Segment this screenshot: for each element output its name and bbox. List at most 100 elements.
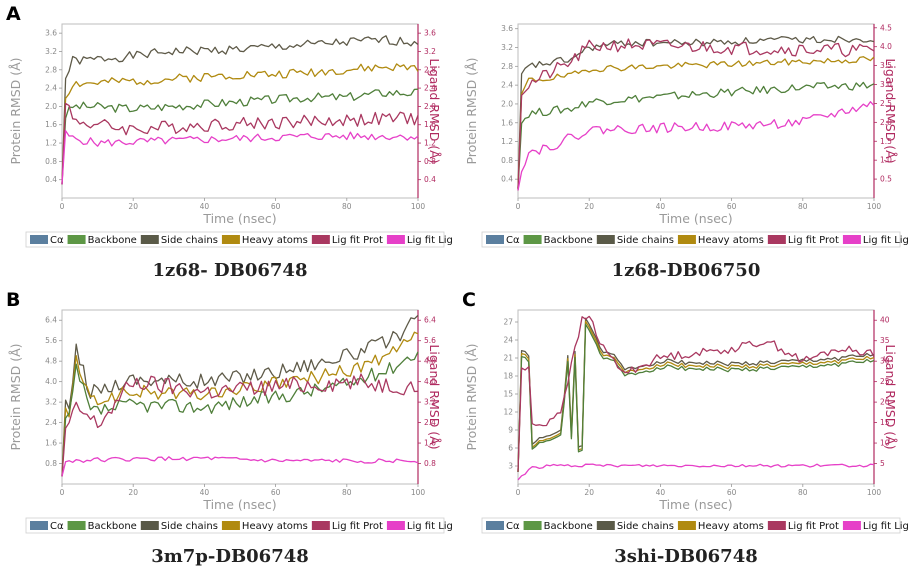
y-tick-label: 0.4 — [45, 175, 57, 184]
x-tick-label: 80 — [798, 488, 808, 497]
series-line-backbone — [517, 81, 875, 189]
panel-label: C — [462, 289, 476, 311]
x-tick-label: 20 — [584, 202, 594, 211]
y2-tick-label: 30 — [880, 357, 890, 366]
legend-label: Side chains — [617, 521, 674, 532]
y2-tick-label: 0.8 — [424, 459, 436, 468]
y-tick-label: 18 — [503, 372, 513, 381]
series-line-side-chains — [61, 35, 419, 185]
y-tick-label: 6.4 — [45, 316, 57, 325]
panel-label: B — [6, 289, 20, 311]
y-tick-label: 1.2 — [501, 137, 513, 146]
y-tick-label: 2.0 — [501, 99, 513, 108]
legend-swatch — [386, 235, 405, 244]
chart-caption: 1z68- DB06748 — [153, 260, 308, 281]
x-tick-label: 40 — [200, 202, 210, 211]
legend-swatch — [221, 235, 240, 244]
y-tick-label: 21 — [503, 354, 513, 363]
panel-a: A 0.4 0.8 1.2 1.6 2.0 2.4 2.8 3.2 3.6 0.4 0.8 1.2 1.6… — [0, 0, 456, 286]
legend-swatch — [842, 235, 861, 244]
legend-swatch — [486, 521, 504, 530]
legend-label: Side chains — [161, 235, 218, 246]
y2-tick-label: 2.4 — [424, 418, 436, 427]
x-tick-label: 60 — [727, 488, 737, 497]
legend-swatch — [523, 521, 542, 530]
y2-tick-label: 10 — [880, 439, 890, 448]
legend-swatch — [386, 521, 405, 530]
legend-label: Lig fit Lig — [407, 235, 453, 246]
x-axis-label: Time (nsec) — [658, 211, 732, 226]
x-tick-label: 80 — [342, 202, 352, 211]
y-tick-label: 5.6 — [45, 336, 57, 345]
series-line-lig-fit-lig — [517, 463, 875, 481]
series-line-lig-fit-prot — [61, 373, 419, 477]
y-axis-label: Protein RMSD (Å) — [464, 57, 479, 164]
x-tick-label: 100 — [867, 488, 882, 497]
x-tick-label: 0 — [516, 202, 521, 211]
y-tick-label: 6 — [508, 444, 513, 453]
y2-tick-label: 20 — [880, 398, 890, 407]
x-tick-label: 20 — [128, 488, 138, 497]
series-line-lig-fit-prot — [517, 315, 875, 472]
y-tick-label: 1.6 — [45, 439, 57, 448]
y-tick-label: 24 — [503, 336, 513, 345]
series-line-lig-fit-prot — [517, 38, 875, 191]
y-tick-label: 0.8 — [501, 156, 513, 165]
series-line-side-chains — [517, 35, 875, 189]
chart-caption: 3shi-DB06748 — [614, 546, 758, 567]
x-tick-label: 40 — [200, 488, 210, 497]
y-tick-label: 4.0 — [45, 377, 57, 386]
rmsd-chart: B 0.8 1.6 2.4 3.2 4.0 4.8 5.6 6.4 0.8 1.6 2.4 3.2 4.0… — [6, 289, 453, 567]
y-tick-label: 3.2 — [45, 398, 57, 407]
legend-label: Heavy atoms — [242, 235, 308, 246]
rmsd-chart: A 0.4 0.8 1.2 1.6 2.0 2.4 2.8 3.2 3.6 0.4 0.8 1.2 1.6… — [6, 3, 453, 281]
y-tick-label: 15 — [503, 390, 513, 399]
rmsd-chart: 0.4 0.8 1.2 1.6 2.0 2.4 2.8 3.2 3.6 0.5 1.0 1.5 2.0 2… — [464, 23, 909, 281]
x-tick-label: 40 — [656, 488, 666, 497]
y2-tick-label: 3.2 — [424, 47, 436, 56]
series-line-lig-fit-lig — [61, 130, 419, 185]
y2-tick-label: 4.0 — [880, 42, 892, 51]
legend-label: Backbone — [88, 521, 137, 532]
legend-label: Lig fit Lig — [863, 521, 909, 532]
legend-label: Heavy atoms — [242, 521, 308, 532]
y-tick-label: 4.8 — [45, 357, 57, 366]
legend-swatch — [221, 521, 240, 530]
legend-swatch — [30, 235, 48, 244]
legend-label: Cα — [50, 521, 64, 532]
y2-tick-label: 0.8 — [424, 157, 436, 166]
x-tick-label: 100 — [867, 202, 882, 211]
x-axis-label: Time (nsec) — [202, 211, 276, 226]
series-line-side-chains — [517, 317, 875, 473]
y2-tick-label: 3.0 — [880, 80, 892, 89]
y2-tick-label: 4.5 — [880, 23, 892, 32]
y2-tick-label: 6.4 — [424, 316, 436, 325]
legend-label: Heavy atoms — [698, 235, 764, 246]
x-tick-label: 100 — [411, 202, 426, 211]
y-tick-label: 1.6 — [45, 120, 57, 129]
legend-label: Cα — [506, 521, 520, 532]
rmsd-chart: C 3 6 9 12 15 18 21 24 27 5 10 15 20 25 30 35 40 0 20 40 60 80… — [462, 289, 909, 567]
x-tick-label: 20 — [584, 488, 594, 497]
y-tick-label: 2.0 — [45, 102, 57, 111]
y2-tick-label: 5.6 — [424, 336, 436, 345]
y2-tick-label: 3.6 — [424, 29, 436, 38]
legend-label: Side chains — [161, 521, 218, 532]
legend-swatch — [67, 235, 86, 244]
y2-tick-label: 4.0 — [424, 377, 436, 386]
legend-label: Lig fit Lig — [863, 235, 909, 246]
y-tick-label: 3.2 — [45, 47, 57, 56]
legend-label: Backbone — [544, 521, 593, 532]
y-tick-label: 27 — [503, 318, 513, 327]
y2-tick-label: 40 — [880, 316, 890, 325]
y-axis-label: Protein RMSD (Å) — [8, 57, 23, 164]
y2-tick-label: 1.6 — [424, 120, 436, 129]
y2-tick-label: 0.5 — [880, 175, 892, 184]
plot-frame — [517, 309, 875, 485]
legend-swatch — [67, 521, 86, 530]
legend-swatch — [677, 235, 696, 244]
y-tick-label: 2.4 — [501, 81, 513, 90]
series-line-heavy-atoms — [61, 331, 419, 477]
y-axis-label: Protein RMSD (Å) — [8, 343, 23, 450]
legend-swatch — [311, 235, 330, 244]
